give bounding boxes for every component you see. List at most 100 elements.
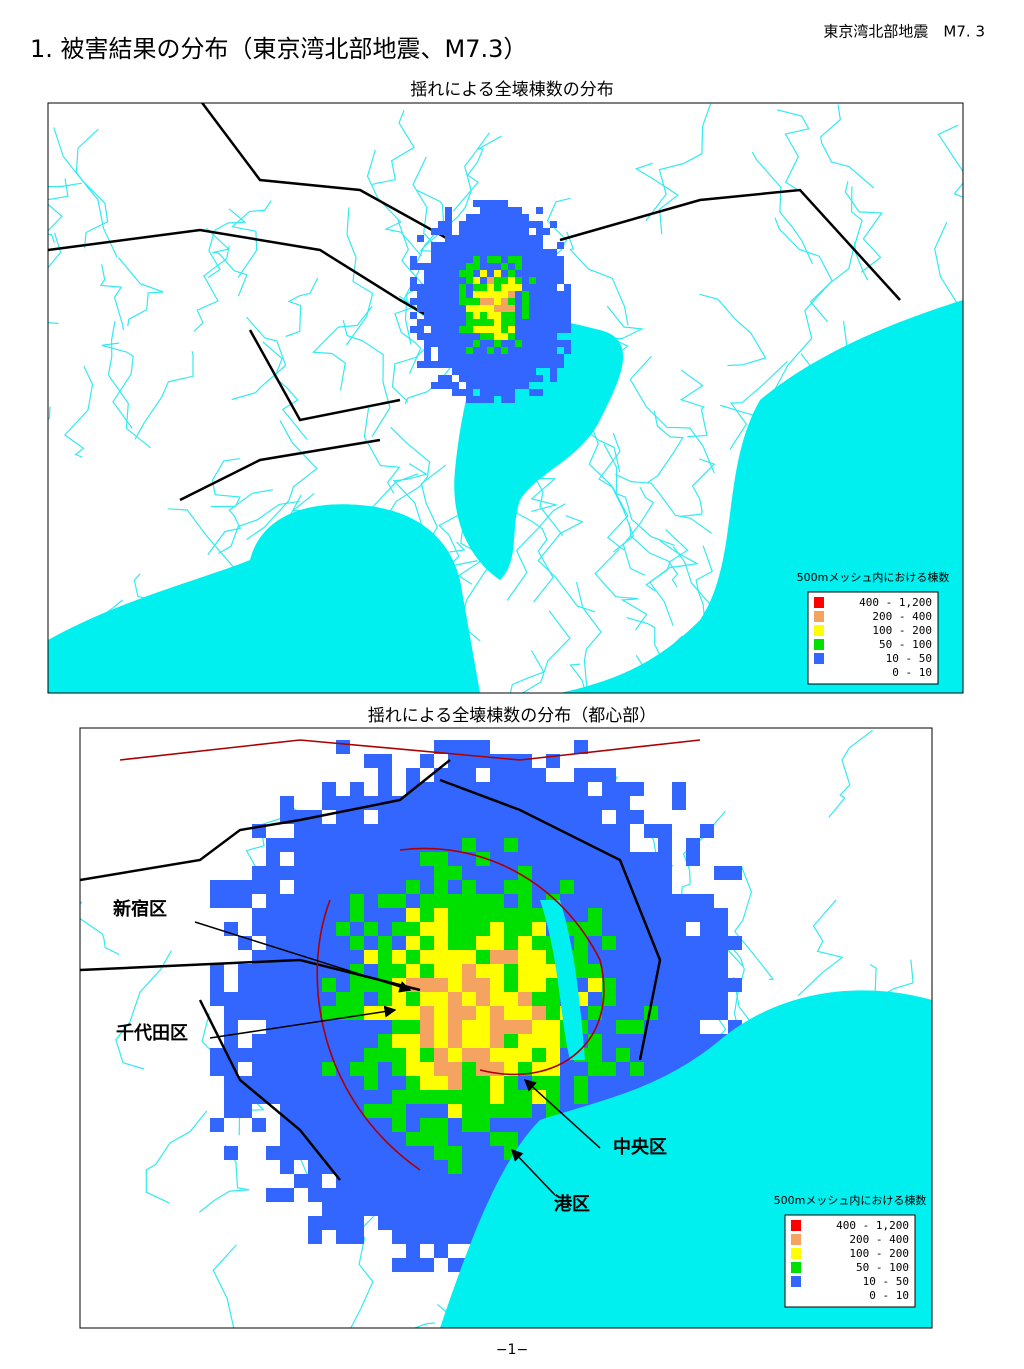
damage-cell xyxy=(420,1090,434,1104)
damage-cell xyxy=(602,768,616,782)
damage-cell xyxy=(336,1230,350,1244)
legend-label: 0 - 10 xyxy=(892,666,932,679)
damage-cell xyxy=(252,908,266,922)
damage-cell xyxy=(529,340,536,347)
damage-cell xyxy=(364,852,378,866)
damage-cell xyxy=(557,270,564,277)
damage-cell xyxy=(494,200,501,207)
damage-cell xyxy=(550,333,557,340)
damage-cell xyxy=(602,866,616,880)
damage-cell xyxy=(588,1048,602,1062)
damage-cell xyxy=(515,249,522,256)
damage-cell xyxy=(473,375,480,382)
damage-cell xyxy=(560,810,574,824)
damage-cell xyxy=(322,936,336,950)
damage-cell xyxy=(529,270,536,277)
damage-cell xyxy=(480,228,487,235)
damage-cell xyxy=(714,866,728,880)
damage-cell xyxy=(434,852,448,866)
damage-cell xyxy=(238,894,252,908)
damage-cell xyxy=(431,242,438,249)
damage-cell xyxy=(420,1118,434,1132)
damage-cell xyxy=(266,1062,280,1076)
river xyxy=(509,508,554,603)
damage-cell xyxy=(550,375,557,382)
damage-cell xyxy=(504,1006,518,1020)
damage-cell xyxy=(448,866,462,880)
damage-cell xyxy=(434,992,448,1006)
damage-cell xyxy=(490,852,504,866)
damage-cell xyxy=(336,838,350,852)
damage-cell xyxy=(438,298,445,305)
damage-cell xyxy=(378,810,392,824)
damage-cell xyxy=(557,312,564,319)
damage-cell xyxy=(480,319,487,326)
damage-cell xyxy=(557,256,564,263)
damage-cell xyxy=(508,361,515,368)
damage-cell xyxy=(501,305,508,312)
damage-cell xyxy=(434,1244,448,1258)
damage-cell xyxy=(546,1090,560,1104)
damage-cell xyxy=(322,978,336,992)
damage-cell xyxy=(501,396,508,403)
damage-cell xyxy=(445,270,452,277)
damage-cell xyxy=(266,978,280,992)
damage-cell xyxy=(336,1118,350,1132)
damage-cell xyxy=(420,782,434,796)
damage-cell xyxy=(490,1076,504,1090)
damage-cell xyxy=(494,354,501,361)
damage-cell xyxy=(280,1034,294,1048)
damage-cell xyxy=(406,1132,420,1146)
damage-cell xyxy=(392,1062,406,1076)
damage-cell xyxy=(266,838,280,852)
damage-cell xyxy=(252,1006,266,1020)
damage-cell xyxy=(588,1006,602,1020)
damage-cell xyxy=(364,1146,378,1160)
damage-cell xyxy=(392,1174,406,1188)
river xyxy=(598,432,629,551)
damage-cell xyxy=(445,284,452,291)
river xyxy=(246,420,318,541)
river xyxy=(107,320,151,449)
damage-cell xyxy=(462,1174,476,1188)
damage-cell xyxy=(431,333,438,340)
damage-cell xyxy=(406,1062,420,1076)
damage-cell xyxy=(364,1132,378,1146)
damage-cell xyxy=(574,1090,588,1104)
damage-cell xyxy=(459,319,466,326)
damage-cell xyxy=(480,368,487,375)
damage-cell xyxy=(494,361,501,368)
river xyxy=(771,241,856,395)
damage-cell xyxy=(476,908,490,922)
damage-cell xyxy=(522,354,529,361)
damage-cell xyxy=(616,1034,630,1048)
damage-cell xyxy=(210,1118,224,1132)
damage-cell xyxy=(501,228,508,235)
damage-cell xyxy=(406,1160,420,1174)
damage-cell xyxy=(564,284,571,291)
damage-cell xyxy=(480,256,487,263)
damage-cell xyxy=(560,894,574,908)
damage-cell xyxy=(420,824,434,838)
damage-cell xyxy=(515,305,522,312)
damage-cell xyxy=(364,866,378,880)
damage-cell xyxy=(501,270,508,277)
damage-cell xyxy=(476,978,490,992)
river xyxy=(628,522,679,588)
damage-cell xyxy=(630,1006,644,1020)
damage-cell xyxy=(364,1020,378,1034)
damage-cell xyxy=(658,838,672,852)
damage-cell xyxy=(476,1062,490,1076)
damage-cell xyxy=(546,1006,560,1020)
damage-cell xyxy=(308,1034,322,1048)
damage-cell xyxy=(308,922,322,936)
damage-cell xyxy=(459,256,466,263)
damage-cell xyxy=(224,1062,238,1076)
damage-cell xyxy=(406,1230,420,1244)
damage-cell xyxy=(518,936,532,950)
damage-cell xyxy=(494,368,501,375)
damage-cell xyxy=(294,936,308,950)
damage-cell xyxy=(560,1062,574,1076)
damage-cell xyxy=(448,852,462,866)
